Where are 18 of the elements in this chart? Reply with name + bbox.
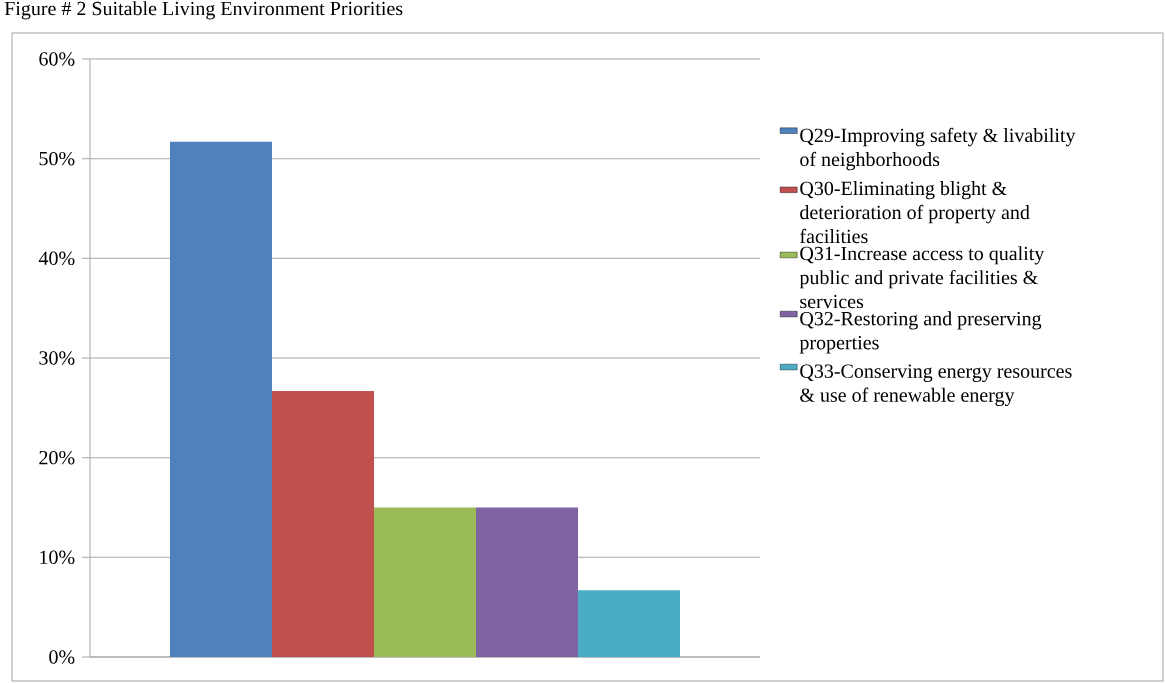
legend-label: Q31-Increase access to quality public and private facilities & services — [799, 246, 1045, 309]
y-tick-label: 40% — [38, 251, 75, 266]
y-tick-label: 10% — [40, 550, 75, 565]
legend-label: Q29-Improving safety & livability of neighborhoods — [800, 127, 1076, 171]
bar — [170, 141, 272, 657]
chart-title: Figure # 2 Suitable Living Environment Priorities — [4, 1, 403, 20]
y-tick-label: 60% — [39, 52, 75, 66]
legend-label: Q30-Eliminating blight & deterioration of property and facilities — [800, 181, 1030, 244]
bar — [272, 390, 374, 657]
legend-label: Q33-Conserving energy resources & use of renewable energy — [800, 364, 1072, 406]
y-tick-label: 0% — [49, 650, 75, 664]
y-tick-label: 30% — [39, 351, 75, 365]
bar — [578, 590, 680, 657]
legend-label: Q32-Restoring and preserving properties — [799, 311, 1042, 354]
bar — [476, 507, 579, 657]
y-tick-label: 50% — [39, 151, 75, 166]
bar — [374, 507, 476, 657]
y-tick-label: 20% — [39, 450, 75, 465]
